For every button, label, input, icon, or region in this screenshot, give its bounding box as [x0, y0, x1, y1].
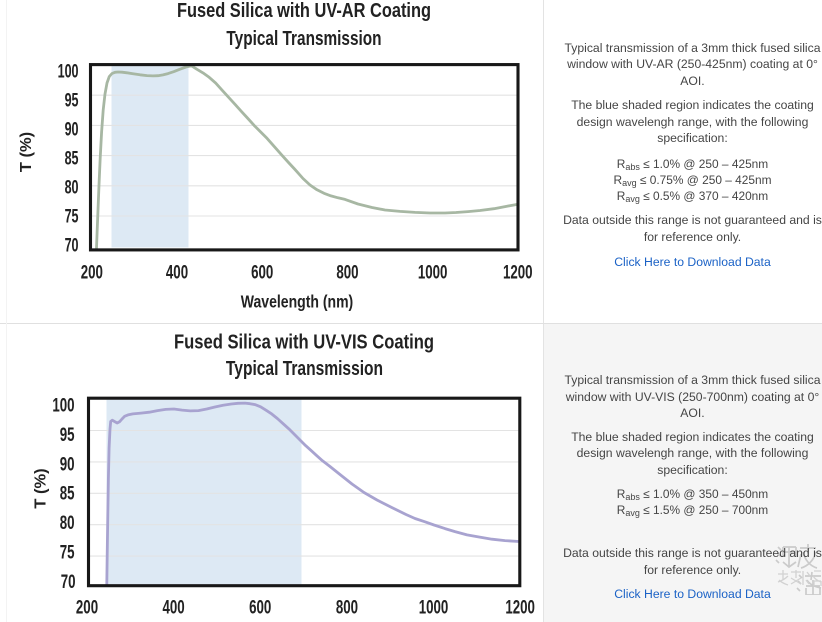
svg-text:80: 80 — [65, 177, 79, 198]
svg-text:800: 800 — [336, 597, 358, 618]
svg-text:600: 600 — [249, 597, 271, 618]
svg-text:T (%): T (%) — [32, 468, 50, 508]
svg-text:800: 800 — [336, 262, 358, 283]
svg-text:90: 90 — [60, 454, 75, 475]
svg-text:200: 200 — [76, 597, 98, 618]
svg-text:85: 85 — [65, 148, 79, 169]
svg-text:100: 100 — [58, 61, 79, 82]
svg-text:95: 95 — [65, 90, 79, 111]
svg-text:T (%): T (%) — [17, 132, 35, 172]
svg-text:600: 600 — [251, 262, 273, 283]
svg-text:90: 90 — [65, 119, 79, 140]
svg-text:80: 80 — [60, 513, 75, 534]
svg-text:1200: 1200 — [505, 597, 535, 618]
svg-text:400: 400 — [163, 597, 185, 618]
svg-text:1200: 1200 — [503, 262, 533, 283]
svg-text:95: 95 — [60, 425, 75, 446]
svg-text:75: 75 — [60, 542, 75, 563]
svg-text:Fused Silica with UV-AR Coatin: Fused Silica with UV-AR Coating — [177, 0, 431, 22]
svg-text:200: 200 — [81, 262, 103, 283]
svg-text:75: 75 — [65, 206, 79, 227]
svg-text:Fused Silica with UV-VIS Coati: Fused Silica with UV-VIS Coating — [174, 330, 434, 353]
svg-text:400: 400 — [166, 262, 188, 283]
svg-text:Typical Transmission: Typical Transmission — [226, 27, 381, 50]
svg-text:100: 100 — [52, 395, 74, 416]
svg-text:70: 70 — [65, 235, 79, 256]
svg-text:Typical Transmission: Typical Transmission — [226, 357, 383, 380]
svg-text:1000: 1000 — [419, 597, 449, 618]
svg-text:Wavelength (nm): Wavelength (nm) — [241, 292, 353, 312]
svg-text:70: 70 — [61, 572, 76, 593]
svg-text:1000: 1000 — [418, 262, 448, 283]
svg-text:85: 85 — [60, 483, 75, 504]
